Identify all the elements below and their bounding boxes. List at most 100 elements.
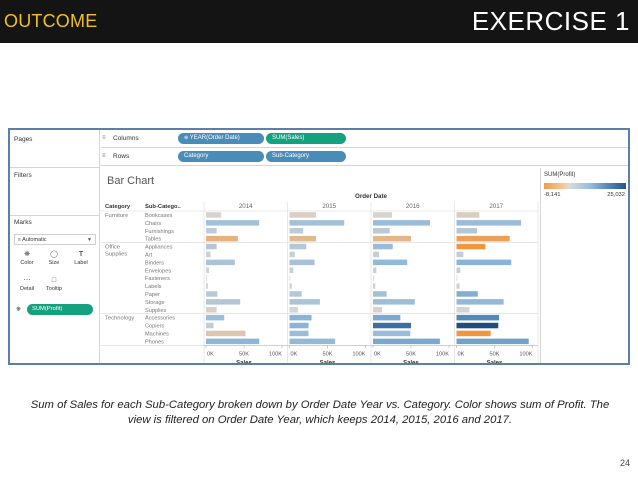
mark-type-value: Automatic <box>22 237 47 243</box>
bar-2016-phones <box>373 338 440 345</box>
x-tick-label: 100K <box>352 351 365 357</box>
bar-chart: Order Date Category Sub-Catego.. 2014 2015 20… <box>101 193 539 363</box>
bar-2015-chairs <box>289 220 345 226</box>
bar-2016-labels <box>373 283 376 289</box>
sub-category-label: Copiers <box>145 324 164 330</box>
bar-2017-supplies <box>456 307 470 313</box>
bar-2014-labels <box>206 283 208 289</box>
color-encoding-icon: ❋ <box>16 307 22 313</box>
sub-category-label: Furnishings <box>145 229 174 235</box>
sub-category-label: Labels <box>145 284 162 290</box>
bar-2014-copiers <box>206 322 214 329</box>
bar-2015-supplies <box>289 307 298 313</box>
bar-2016-bookcases <box>373 212 392 218</box>
detail-icon: ⋯ <box>23 277 31 284</box>
color-button-label: Color <box>20 260 34 266</box>
rows-label: Rows <box>113 153 130 160</box>
bar-2014-bookcases <box>206 212 222 218</box>
chart-title: Bar Chart <box>107 175 155 187</box>
category-pill[interactable]: Category <box>178 151 264 162</box>
category-label-furniture: Furniture <box>105 213 128 219</box>
bar-2016-tables <box>373 235 411 242</box>
bar-2016-supplies <box>373 307 383 313</box>
tooltip-icon: □ <box>51 277 57 284</box>
bar-2016-appliances <box>373 243 393 250</box>
bar-2015-appliances <box>289 243 307 250</box>
x-tick-label: 50K <box>323 351 333 357</box>
bar-2015-labels <box>289 283 292 289</box>
bar-2015-envelopes <box>289 267 294 273</box>
bar-2014-chairs <box>206 220 260 226</box>
columns-shelf[interactable]: ≡ Columns ⊕ YEAR(Order Date) SUM(Sales) <box>101 130 628 148</box>
bar-2017-storage <box>456 299 504 305</box>
sub-category-label: Envelopes <box>145 268 171 274</box>
year-header-2017: 2017 <box>489 203 503 210</box>
x-tick-label: 100K <box>436 351 449 357</box>
pages-shelf[interactable]: Pages <box>10 130 100 168</box>
legend-title: SUM(Profit) <box>544 172 576 178</box>
bar-2014-accessories <box>206 314 225 321</box>
x-tick-label: 50K <box>239 351 249 357</box>
bar-2017-fasteners <box>456 275 458 281</box>
bar-2017-copiers <box>456 322 499 329</box>
sub-category-header: Sub-Catego.. <box>145 204 181 210</box>
sub-category-label: Tables <box>145 237 161 243</box>
profit-color-pill[interactable]: SUM(Profit) <box>27 304 93 315</box>
size-button[interactable]: ◯ Size <box>41 250 67 272</box>
size-icon: ◯ <box>50 251 58 258</box>
profit-legend[interactable]: SUM(Profit) -8,141 25,032 <box>541 168 628 208</box>
detail-button[interactable]: ⋯ Detail <box>14 276 40 298</box>
bar-2015-bookcases <box>289 212 317 218</box>
bar-2017-furnishings <box>456 228 478 234</box>
sub-category-label: Supplies <box>145 308 167 314</box>
bar-2015-accessories <box>289 314 312 321</box>
category-label-office-supplies: Supplies <box>105 252 127 258</box>
bar-2017-chairs <box>456 220 522 226</box>
page-number: 24 <box>619 458 630 468</box>
x-tick-label: 0K <box>374 351 381 357</box>
year-order-date-pill[interactable]: ⊕ YEAR(Order Date) <box>178 133 264 144</box>
mark-type-dropdown[interactable]: ≡ Automatic ▼ <box>14 234 96 245</box>
legend-gradient <box>544 183 626 189</box>
bar-2015-binders <box>289 259 315 266</box>
bar-2014-storage <box>206 299 241 305</box>
label-button[interactable]: T Label <box>68 250 94 272</box>
color-button[interactable]: ❋ Color <box>14 250 40 272</box>
sum-sales-pill[interactable]: SUM(Sales) <box>266 133 346 144</box>
tooltip-button-label: Tooltip <box>46 286 62 292</box>
rows-shelf[interactable]: ≡ Rows Category Sub-Category <box>101 148 628 166</box>
bar-2015-storage <box>289 299 320 305</box>
bar-2014-machines <box>206 330 246 337</box>
category-header: Category <box>105 204 131 210</box>
category-label-office-supplies: Office <box>105 245 120 251</box>
x-tick-label: 0K <box>207 351 214 357</box>
bar-2015-machines <box>289 330 309 337</box>
tooltip-button[interactable]: □ Tooltip <box>41 276 67 298</box>
bar-2015-phones <box>289 338 336 345</box>
pages-label: Pages <box>14 136 33 143</box>
bar-2014-paper <box>206 291 218 297</box>
pill-text: YEAR(Order Date) <box>189 135 240 141</box>
slide-caption: Sum of Sales for each Sub-Category broke… <box>30 399 610 426</box>
detail-button-label: Detail <box>19 286 35 292</box>
sub-category-label: Machines <box>145 332 169 338</box>
bar-2015-tables <box>289 235 317 242</box>
sub-category-label: Appliances <box>145 245 173 251</box>
bar-2016-copiers <box>373 322 411 329</box>
bar-2017-phones <box>456 338 529 345</box>
column-header: Order Date <box>355 193 388 200</box>
sub-category-pill[interactable]: Sub-Category <box>266 151 346 162</box>
size-button-label: Size <box>48 260 60 266</box>
bar-2016-accessories <box>373 314 401 321</box>
bar-2017-appliances <box>456 243 486 250</box>
x-axis-label: Sales <box>403 360 419 363</box>
section-label: OUTCOME <box>4 11 98 31</box>
x-tick-label: 0K <box>458 351 465 357</box>
filters-label: Filters <box>14 172 32 179</box>
sub-category-label: Bookcases <box>145 213 173 219</box>
filters-shelf[interactable]: Filters <box>10 168 100 216</box>
x-axis-label: Sales <box>236 360 252 363</box>
bar-2015-copiers <box>289 322 309 329</box>
x-tick-label: 50K <box>406 351 416 357</box>
rows-icon: ≡ <box>102 153 106 159</box>
